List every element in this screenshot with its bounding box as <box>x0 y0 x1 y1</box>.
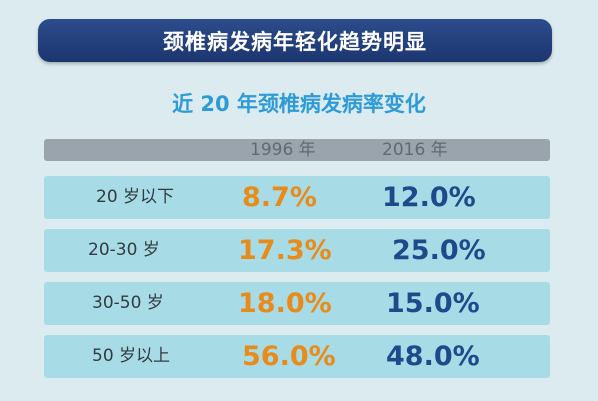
value-2016: 12.0% <box>382 182 476 213</box>
column-header-1996: 1996 年 <box>250 140 316 160</box>
table-row: 30-50 岁 18.0% 15.0% <box>44 282 550 325</box>
chart-title: 近 20 年颈椎病发病率变化 <box>172 92 426 116</box>
column-header-bar: 1996 年 2016 年 <box>44 139 550 161</box>
value-2016: 25.0% <box>392 235 486 266</box>
row-label: 20-30 岁 <box>88 240 160 260</box>
table-row: 20 岁以下 8.7% 12.0% <box>44 176 550 219</box>
row-label: 50 岁以上 <box>92 346 171 366</box>
title-banner: 颈椎病发病年轻化趋势明显 <box>38 19 552 62</box>
value-2016: 48.0% <box>386 341 480 372</box>
value-1996: 56.0% <box>242 341 336 372</box>
value-1996: 8.7% <box>242 182 317 213</box>
row-label: 30-50 岁 <box>92 293 164 313</box>
value-1996: 18.0% <box>238 288 332 319</box>
value-2016: 15.0% <box>386 288 480 319</box>
row-label: 20 岁以下 <box>96 187 175 207</box>
value-1996: 17.3% <box>238 235 332 266</box>
banner-title: 颈椎病发病年轻化趋势明显 <box>163 29 427 54</box>
column-header-2016: 2016 年 <box>382 140 448 160</box>
table-row: 50 岁以上 56.0% 48.0% <box>44 335 550 378</box>
table-row: 20-30 岁 17.3% 25.0% <box>44 229 550 272</box>
